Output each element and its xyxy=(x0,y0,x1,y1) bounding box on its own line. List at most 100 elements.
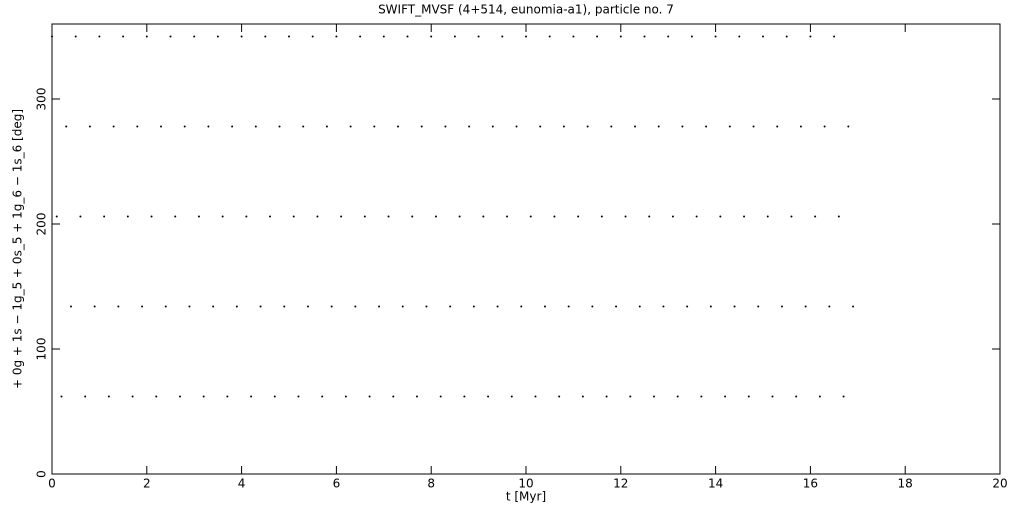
point xyxy=(543,305,546,308)
point xyxy=(107,395,110,398)
point xyxy=(117,305,120,308)
point xyxy=(311,35,314,38)
x-tick-label: 8 xyxy=(427,477,435,491)
point xyxy=(136,125,139,128)
point xyxy=(662,305,665,308)
point xyxy=(814,215,817,218)
point xyxy=(724,395,727,398)
point xyxy=(150,215,153,218)
point xyxy=(785,35,788,38)
point xyxy=(743,215,746,218)
y-axis-label: + 0g + 1s − 1g_5 + 0s_5 + 1g_6 − 1s_6 [d… xyxy=(11,109,25,389)
point xyxy=(444,125,447,128)
point xyxy=(562,125,565,128)
point xyxy=(240,35,243,38)
point xyxy=(733,305,736,308)
point xyxy=(539,125,542,128)
point xyxy=(771,395,774,398)
point xyxy=(188,305,191,308)
point xyxy=(795,395,798,398)
point xyxy=(74,35,77,38)
point xyxy=(126,215,129,218)
point xyxy=(340,215,343,218)
point xyxy=(269,215,272,218)
point xyxy=(434,215,437,218)
point xyxy=(363,215,366,218)
point xyxy=(766,215,769,218)
point xyxy=(719,215,722,218)
point xyxy=(809,35,812,38)
point xyxy=(496,305,499,308)
point xyxy=(671,215,674,218)
point xyxy=(382,35,385,38)
point xyxy=(411,215,414,218)
point xyxy=(183,125,186,128)
point xyxy=(700,395,703,398)
point xyxy=(55,215,58,218)
point xyxy=(207,125,210,128)
point xyxy=(51,35,53,38)
point xyxy=(264,35,267,38)
point xyxy=(515,125,518,128)
point xyxy=(833,35,836,38)
point xyxy=(160,125,163,128)
point xyxy=(780,305,783,308)
x-tick-label: 20 xyxy=(992,477,1007,491)
point xyxy=(430,35,433,38)
y-tick-label: 300 xyxy=(35,88,49,111)
point xyxy=(548,35,551,38)
point xyxy=(643,35,646,38)
point xyxy=(482,215,485,218)
x-tick-label: 12 xyxy=(613,477,628,491)
point xyxy=(491,125,494,128)
point xyxy=(581,395,584,398)
point xyxy=(174,215,177,218)
point xyxy=(354,305,357,308)
point xyxy=(439,395,442,398)
point xyxy=(686,305,689,308)
point xyxy=(762,35,764,38)
x-tick-label: 14 xyxy=(708,477,723,491)
point xyxy=(458,215,461,218)
point xyxy=(695,215,698,218)
point xyxy=(231,125,234,128)
point xyxy=(306,305,309,308)
y-tick-label: 200 xyxy=(35,213,49,236)
point xyxy=(667,35,670,38)
point xyxy=(487,395,490,398)
point xyxy=(316,215,319,218)
point xyxy=(344,395,347,398)
point xyxy=(164,305,167,308)
point xyxy=(818,395,821,398)
point xyxy=(259,305,262,308)
point xyxy=(98,35,101,38)
point xyxy=(131,395,134,398)
point xyxy=(349,125,352,128)
point xyxy=(330,305,333,308)
point xyxy=(600,215,603,218)
point xyxy=(776,125,779,128)
point xyxy=(847,125,850,128)
point xyxy=(652,395,655,398)
point xyxy=(373,125,376,128)
point xyxy=(297,395,300,398)
point xyxy=(69,305,72,308)
point xyxy=(235,305,238,308)
point xyxy=(676,395,679,398)
point xyxy=(197,215,200,218)
y-tick-label: 100 xyxy=(35,338,49,361)
point xyxy=(501,35,504,38)
point xyxy=(155,395,158,398)
point xyxy=(93,305,96,308)
point xyxy=(292,215,295,218)
point xyxy=(378,305,381,308)
point xyxy=(221,215,224,218)
point xyxy=(368,395,371,398)
point xyxy=(577,215,580,218)
point xyxy=(468,125,471,128)
point xyxy=(510,395,513,398)
point xyxy=(84,395,87,398)
point xyxy=(387,215,390,218)
point xyxy=(804,305,807,308)
